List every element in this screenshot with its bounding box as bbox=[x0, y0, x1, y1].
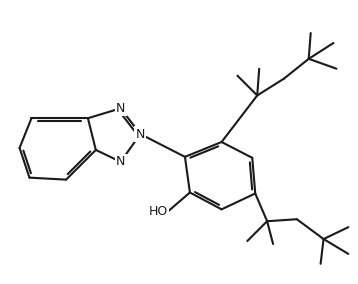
Text: N: N bbox=[116, 102, 125, 115]
Text: N: N bbox=[136, 128, 145, 141]
Text: N: N bbox=[116, 155, 125, 168]
Text: HO: HO bbox=[149, 205, 168, 218]
